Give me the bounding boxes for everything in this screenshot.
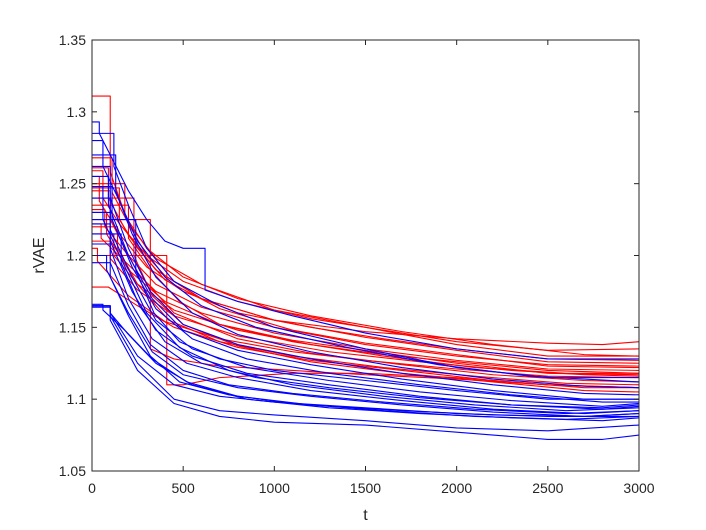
red-series-line — [92, 219, 639, 389]
red-series-line — [92, 254, 639, 389]
y-tick-label: 1.3 — [67, 104, 87, 120]
blue-series-line — [92, 165, 639, 396]
series-layer — [92, 95, 639, 440]
y-tick-label: 1.1 — [67, 391, 87, 407]
x-tick-label: 1500 — [350, 480, 381, 496]
blue-series-line — [92, 185, 639, 403]
x-tick-label: 3000 — [623, 480, 654, 496]
red-series-line — [92, 204, 639, 374]
red-series-line — [92, 183, 639, 357]
blue-series-line — [92, 219, 639, 400]
x-tick-label: 500 — [171, 480, 195, 496]
y-tick-label: 1.35 — [59, 32, 86, 48]
x-axis-label: t — [363, 507, 368, 524]
blue-series-line — [92, 154, 639, 389]
x-tick-label: 1000 — [259, 480, 290, 496]
x-tick-label: 2000 — [441, 480, 472, 496]
x-tick-label: 2500 — [532, 480, 563, 496]
y-axis-label: rVAE — [31, 237, 48, 273]
y-tick-label: 1.15 — [59, 319, 86, 335]
blue-series-line — [92, 233, 639, 409]
blue-series-line — [92, 305, 639, 440]
blue-series-line — [92, 175, 639, 400]
y-tick-label: 1.2 — [67, 248, 87, 264]
blue-series-line — [92, 185, 639, 412]
blue-series-line — [92, 243, 639, 415]
x-tick-label: 0 — [88, 480, 96, 496]
blue-series-line — [92, 140, 639, 383]
red-series-line — [92, 187, 639, 369]
y-tick-label: 1.25 — [59, 176, 86, 192]
blue-series-line — [92, 254, 639, 417]
x-axis: 0 500 1000 1500 2000 2500 3000 — [88, 40, 655, 496]
blue-series-line — [92, 121, 639, 360]
y-tick-label: 1.05 — [59, 463, 86, 479]
y-axis: 1.05 1.1 1.15 1.2 1.25 1.3 1.35 — [59, 32, 639, 479]
